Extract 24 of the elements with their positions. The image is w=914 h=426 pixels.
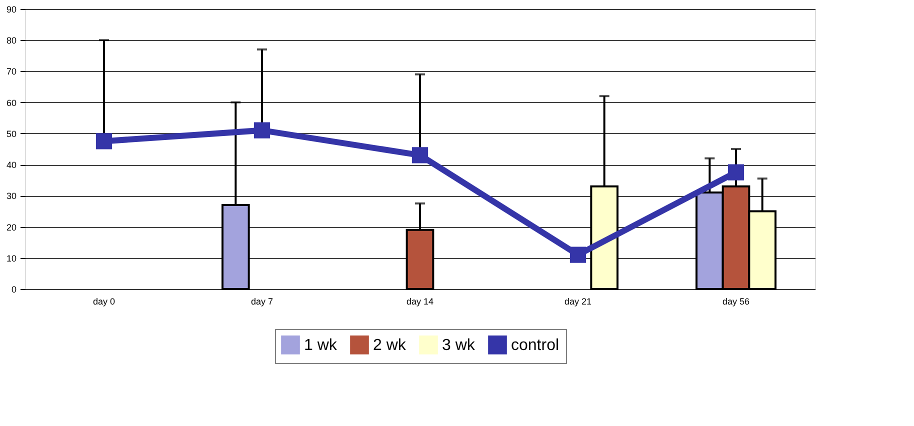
y-tick-label: 40 xyxy=(6,160,16,170)
point xyxy=(412,147,428,164)
legend-label: 1 wk xyxy=(304,336,338,354)
x-tick-label: day 0 xyxy=(92,296,116,306)
legend-label: 2 wk xyxy=(373,336,407,354)
y-tick-label: 20 xyxy=(6,222,16,232)
y-tick-label: 70 xyxy=(6,66,16,77)
y-tick-label: 90 xyxy=(6,4,16,14)
y-tick-label: 0 xyxy=(11,284,16,294)
legend-label: 3 wk xyxy=(442,336,476,354)
x-tick-label: day 7 xyxy=(250,296,274,306)
x-tick-label: day 56 xyxy=(722,296,750,306)
y-tick-label: 80 xyxy=(6,36,16,46)
y-tick-label: 30 xyxy=(6,191,16,202)
y-tick-label: 60 xyxy=(6,98,16,108)
x-tick-label: day 14 xyxy=(406,296,434,306)
x-tick-label: day 21 xyxy=(564,296,592,306)
point xyxy=(254,122,270,138)
point xyxy=(728,164,744,180)
point xyxy=(570,246,586,263)
y-tick-label: 10 xyxy=(6,253,16,264)
y-tick-label: 50 xyxy=(6,128,16,139)
legend-label: control xyxy=(511,336,560,354)
point xyxy=(96,133,112,150)
